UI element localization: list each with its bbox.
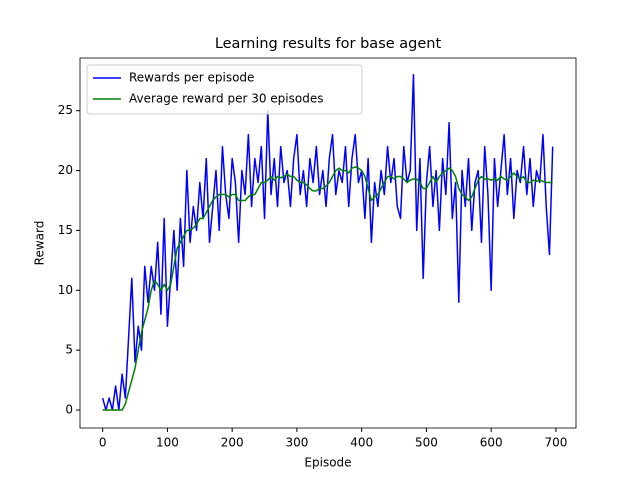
y-tick-label: 10 — [58, 283, 73, 297]
x-tick-label: 600 — [480, 436, 503, 450]
y-tick-label: 20 — [58, 163, 73, 177]
x-tick-label: 100 — [156, 436, 179, 450]
x-tick-label: 500 — [415, 436, 438, 450]
x-tick-label: 700 — [544, 436, 567, 450]
x-axis-label: Episode — [304, 456, 351, 470]
x-tick-label: 200 — [221, 436, 244, 450]
legend-label: Average reward per 30 episodes — [129, 92, 323, 106]
series-line — [102, 166, 553, 411]
y-tick-label: 0 — [65, 403, 73, 417]
legend-label: Rewards per episode — [129, 71, 254, 85]
x-tick-label: 0 — [99, 436, 107, 450]
y-tick-label: 25 — [58, 103, 73, 117]
x-tick-label: 400 — [350, 436, 373, 450]
y-tick-label: 5 — [65, 343, 73, 357]
series-line — [101, 74, 554, 411]
y-axis-label: Reward — [33, 221, 47, 266]
plot-frame — [79, 57, 577, 429]
chart-title: Learning results for base agent — [215, 36, 442, 52]
x-tick-label: 300 — [285, 436, 308, 450]
y-tick-label: 15 — [58, 223, 73, 237]
legend-box — [86, 64, 363, 115]
